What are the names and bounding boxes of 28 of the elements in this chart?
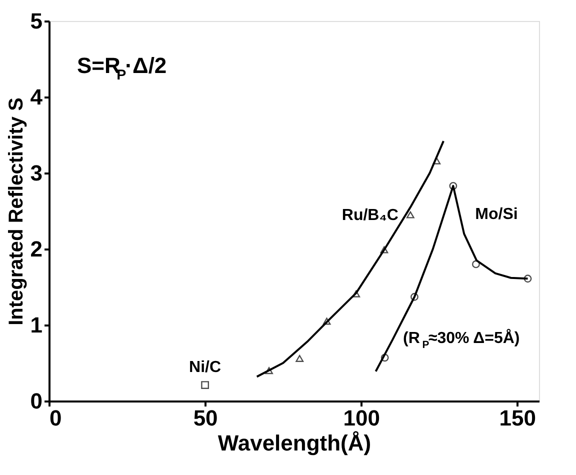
point: [265, 367, 273, 374]
point: [296, 354, 304, 362]
point: [524, 274, 532, 283]
point: [406, 211, 414, 218]
y-tick-label: 0: [30, 388, 42, 414]
point: [410, 292, 418, 301]
point: [352, 290, 360, 298]
series-label: Ru/B₄C: [342, 206, 399, 224]
y-tick-label: 2: [30, 236, 42, 262]
y-tick-label: 1: [30, 312, 42, 338]
x-tick-label: 50: [193, 406, 218, 430]
point: [380, 246, 388, 254]
x-axis-title: Wavelength(Å): [218, 430, 372, 456]
y-tick-label: 5: [30, 8, 42, 34]
y-tick-label: 3: [30, 160, 42, 186]
x-tick-label: 150: [499, 406, 536, 430]
y-tick-label: 4: [30, 84, 44, 110]
x-tick-label: 100: [343, 406, 380, 430]
point: [201, 381, 210, 389]
point: [449, 182, 458, 190]
x-tick-label: 0: [50, 406, 62, 430]
point: [380, 354, 389, 362]
point: [432, 157, 441, 164]
point: [472, 260, 480, 268]
series-label: Mo/Si: [475, 206, 518, 223]
series-label: Ni/C: [189, 359, 222, 376]
y-axis-title: Integrated Reflectivity S: [5, 98, 28, 326]
point: [322, 318, 331, 325]
